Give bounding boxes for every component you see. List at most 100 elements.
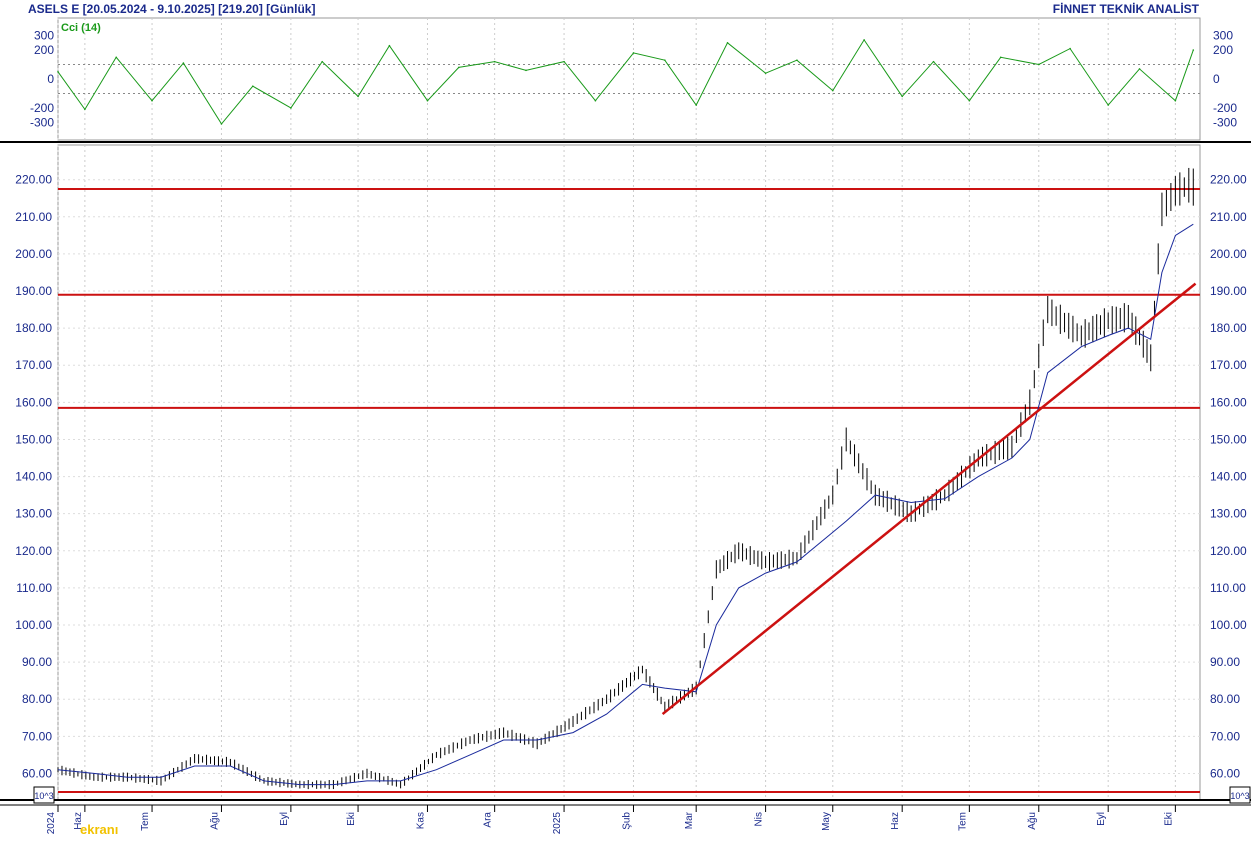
cci-ytick-left: 0 bbox=[47, 72, 54, 86]
cci-point bbox=[115, 56, 118, 59]
watermark-logo: ekranı bbox=[80, 822, 118, 837]
scale-box bbox=[33, 786, 55, 804]
cci-ytick-right: 200 bbox=[1213, 43, 1233, 57]
cci-point bbox=[357, 95, 359, 98]
price-ytick-left: 140.00 bbox=[15, 470, 52, 484]
cci-point bbox=[182, 62, 185, 64]
cci-point bbox=[84, 108, 86, 111]
scale-label-right: 10^3 bbox=[1230, 791, 1249, 801]
price-ytick-right: 220.00 bbox=[1210, 173, 1247, 187]
cci-point bbox=[290, 107, 292, 109]
cci-point bbox=[57, 70, 59, 73]
price-ytick-right: 110.00 bbox=[1210, 581, 1246, 595]
cci-point bbox=[594, 99, 597, 102]
cci-point bbox=[764, 72, 767, 75]
price-ytick-left: 60.00 bbox=[22, 766, 52, 780]
x-tick-label-5: Eki bbox=[346, 812, 357, 826]
x-tick-label-7: Ara bbox=[483, 812, 494, 828]
price-ytick-left: 210.00 bbox=[15, 210, 52, 224]
cci-point bbox=[525, 69, 527, 72]
price-ytick-left: 110.00 bbox=[16, 581, 52, 595]
cci-ytick-right: -200 bbox=[1213, 101, 1237, 115]
cci-point bbox=[863, 39, 865, 41]
cci-point bbox=[968, 99, 971, 102]
cci-point bbox=[1069, 47, 1071, 50]
price-ytick-left: 170.00 bbox=[15, 358, 52, 372]
price-ytick-left: 160.00 bbox=[15, 395, 52, 409]
cci-ytick-left: 300 bbox=[34, 29, 54, 43]
x-tick-label-4: Eyl bbox=[279, 812, 290, 826]
price-ytick-left: 150.00 bbox=[15, 432, 52, 446]
cci-point bbox=[321, 60, 324, 63]
price-ytick-left: 130.00 bbox=[15, 507, 52, 521]
price-ytick-right: 170.00 bbox=[1210, 358, 1247, 372]
x-tick-label-16: Eyl bbox=[1096, 812, 1107, 826]
cci-ytick-right: 300 bbox=[1213, 29, 1233, 43]
x-tick-label-8: 2025 bbox=[552, 812, 563, 835]
moving-average-line bbox=[57, 223, 1194, 786]
x-tick-label-15: Ağu bbox=[1027, 812, 1038, 830]
price-ytick-right: 120.00 bbox=[1210, 544, 1247, 558]
x-tick-label-11: Nis bbox=[754, 812, 765, 826]
price-ytick-left: 200.00 bbox=[15, 247, 52, 261]
x-tick-label-1: Haz bbox=[73, 812, 84, 830]
cci-point bbox=[1192, 49, 1195, 51]
price-ytick-left: 190.00 bbox=[15, 284, 52, 298]
x-tick-label-6: Kas bbox=[415, 812, 426, 829]
price-panel-frame bbox=[57, 144, 1201, 801]
scale-box bbox=[1229, 786, 1251, 804]
price-ytick-right: 160.00 bbox=[1210, 395, 1247, 409]
price-ytick-right: 90.00 bbox=[1210, 655, 1240, 669]
price-ytick-left: 120.00 bbox=[15, 544, 52, 558]
cci-point bbox=[1107, 104, 1109, 106]
x-tick-label-0: 2024 bbox=[46, 812, 57, 835]
cci-point bbox=[563, 60, 565, 63]
price-ytick-right: 100.00 bbox=[1210, 618, 1247, 632]
price-ytick-left: 80.00 bbox=[22, 692, 52, 706]
x-tick-label-3: Ağu bbox=[209, 812, 220, 830]
cci-point bbox=[695, 104, 697, 106]
cci-point bbox=[901, 95, 903, 98]
price-ytick-right: 180.00 bbox=[1210, 321, 1247, 335]
cci-point bbox=[664, 59, 666, 61]
trend-line bbox=[661, 282, 1197, 716]
x-tick-label-2: Tem bbox=[140, 812, 151, 831]
cci-series-line bbox=[57, 38, 1194, 125]
x-tick-label-17: Eki bbox=[1163, 812, 1174, 826]
cci-point bbox=[458, 66, 460, 69]
price-ytick-right: 140.00 bbox=[1210, 470, 1247, 484]
cci-label: Cci (14) bbox=[61, 22, 101, 34]
cci-point bbox=[796, 59, 798, 61]
price-ytick-right: 130.00 bbox=[1210, 507, 1247, 521]
price-ytick-left: 100.00 bbox=[15, 618, 52, 632]
price-ytick-right: 150.00 bbox=[1210, 432, 1247, 446]
price-ytick-left: 180.00 bbox=[15, 321, 52, 335]
price-ytick-right: 210.00 bbox=[1210, 210, 1247, 224]
cci-point bbox=[932, 60, 935, 63]
chart-title: ASELS E [20.05.2024 - 9.10.2025] [219.20… bbox=[28, 2, 316, 16]
price-ytick-right: 190.00 bbox=[1210, 284, 1247, 298]
brand-label: FİNNET TEKNİK ANALİST bbox=[1052, 2, 1199, 16]
cci-point bbox=[252, 85, 254, 88]
cci-panel-frame bbox=[57, 17, 1201, 141]
cci-point bbox=[388, 44, 391, 47]
cci-point bbox=[1174, 99, 1177, 102]
x-tick-label-14: Tem bbox=[957, 812, 968, 831]
cci-point bbox=[1037, 63, 1040, 66]
cci-point bbox=[151, 99, 153, 102]
x-tick-label-12: May bbox=[821, 812, 832, 831]
price-ytick-right: 70.00 bbox=[1210, 729, 1240, 743]
price-ytick-right: 60.00 bbox=[1210, 766, 1240, 780]
cci-point bbox=[632, 52, 635, 54]
cci-ytick-right: -300 bbox=[1213, 115, 1237, 129]
price-ytick-left: 220.00 bbox=[15, 173, 52, 187]
cci-point bbox=[493, 60, 496, 63]
x-tick-label-13: Haz bbox=[890, 812, 901, 830]
cci-point bbox=[1138, 68, 1141, 70]
cci-point bbox=[999, 56, 1002, 59]
cci-ytick-right: 0 bbox=[1213, 72, 1220, 86]
cci-ytick-left: -200 bbox=[30, 101, 54, 115]
x-tick-label-10: Mar bbox=[684, 811, 695, 829]
cci-point bbox=[831, 89, 834, 92]
